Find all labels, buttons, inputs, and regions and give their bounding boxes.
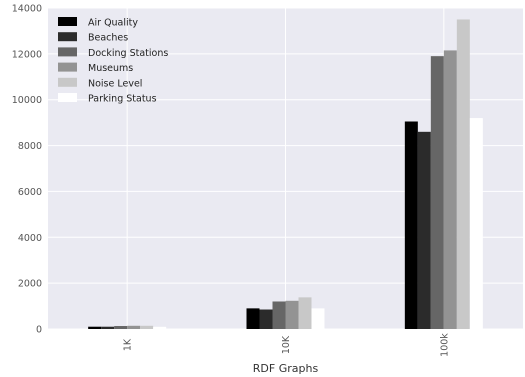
- legend-label: Parking Status: [88, 94, 157, 105]
- bar-air-quality-10k: [246, 308, 260, 329]
- bar-parking-status-1k: [153, 326, 167, 329]
- legend-label: Docking Stations: [88, 48, 168, 59]
- legend-swatch: [58, 62, 77, 72]
- x-tick-label: 100k: [439, 333, 450, 357]
- y-tick-label: 2000: [18, 279, 42, 290]
- legend-swatch: [58, 32, 77, 42]
- bar-noise-level-100k: [456, 19, 470, 329]
- bar-museums-1k: [127, 325, 141, 329]
- legend-swatch: [58, 77, 77, 87]
- bars: [88, 19, 483, 330]
- x-tick-label: 10K: [281, 335, 292, 354]
- bar-noise-level-1k: [140, 325, 154, 329]
- y-tick-label: 12000: [12, 49, 42, 60]
- legend-label: Beaches: [88, 33, 128, 44]
- y-axis-ticks: 0 2000 4000 6000 8000 10000 12000 14000: [12, 4, 42, 336]
- x-tick-label: 1K: [123, 338, 134, 351]
- bar-museums-10k: [285, 300, 299, 329]
- legend-label: Noise Level: [88, 78, 142, 89]
- bar-air-quality-1k: [88, 326, 102, 329]
- legend: Air Quality Beaches Docking Stations Museum…: [58, 17, 168, 105]
- bar-docking-stations-10k: [272, 301, 286, 329]
- bar-air-quality-100k: [404, 121, 418, 329]
- bar-docking-stations-100k: [430, 56, 444, 330]
- bar-beaches-1k: [101, 326, 115, 329]
- legend-swatch: [58, 17, 77, 26]
- bar-beaches-100k: [417, 131, 431, 329]
- bar-parking-status-10k: [311, 308, 325, 329]
- y-tick-label: 0: [36, 325, 42, 336]
- bar-beaches-10k: [259, 309, 273, 329]
- y-tick-label: 14000: [12, 4, 42, 15]
- bar-parking-status-100k: [469, 118, 483, 329]
- y-tick-label: 8000: [18, 141, 42, 152]
- legend-swatch: [58, 47, 77, 57]
- bar-noise-level-10k: [298, 297, 312, 329]
- legend-label: Air Quality: [88, 18, 138, 29]
- y-tick-label: 4000: [18, 233, 42, 244]
- bar-museums-100k: [443, 50, 457, 330]
- y-tick-label: 10000: [12, 95, 42, 106]
- x-axis-label: RDF Graphs: [253, 362, 319, 375]
- legend-swatch: [58, 93, 77, 102]
- legend-label: Museums: [88, 63, 133, 74]
- y-tick-label: 6000: [18, 187, 42, 198]
- bar-docking-stations-1k: [114, 326, 128, 329]
- x-axis-ticks: 1K 10K 100k: [123, 333, 451, 357]
